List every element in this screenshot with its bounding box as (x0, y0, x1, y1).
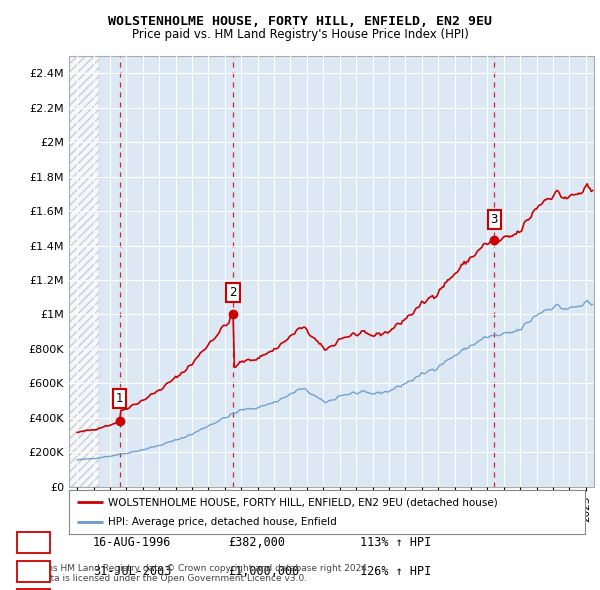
Text: £1,000,000: £1,000,000 (228, 565, 299, 578)
Text: 1: 1 (29, 536, 37, 549)
Text: 113% ↑ HPI: 113% ↑ HPI (360, 536, 431, 549)
Text: WOLSTENHOLME HOUSE, FORTY HILL, ENFIELD, EN2 9EU (detached house): WOLSTENHOLME HOUSE, FORTY HILL, ENFIELD,… (108, 497, 497, 507)
Text: Price paid vs. HM Land Registry's House Price Index (HPI): Price paid vs. HM Land Registry's House … (131, 28, 469, 41)
Text: 1: 1 (116, 392, 124, 405)
Text: £382,000: £382,000 (228, 536, 285, 549)
Text: 126% ↑ HPI: 126% ↑ HPI (360, 565, 431, 578)
Text: 16-AUG-1996: 16-AUG-1996 (93, 536, 172, 549)
Text: WOLSTENHOLME HOUSE, FORTY HILL, ENFIELD, EN2 9EU: WOLSTENHOLME HOUSE, FORTY HILL, ENFIELD,… (108, 15, 492, 28)
Text: 2: 2 (29, 565, 37, 578)
Text: 2: 2 (229, 286, 237, 299)
Text: 3: 3 (491, 213, 498, 226)
Text: Contains HM Land Registry data © Crown copyright and database right 2024.
This d: Contains HM Land Registry data © Crown c… (18, 563, 370, 583)
Text: 31-JUL-2003: 31-JUL-2003 (93, 565, 172, 578)
Text: HPI: Average price, detached house, Enfield: HPI: Average price, detached house, Enfi… (108, 517, 337, 526)
